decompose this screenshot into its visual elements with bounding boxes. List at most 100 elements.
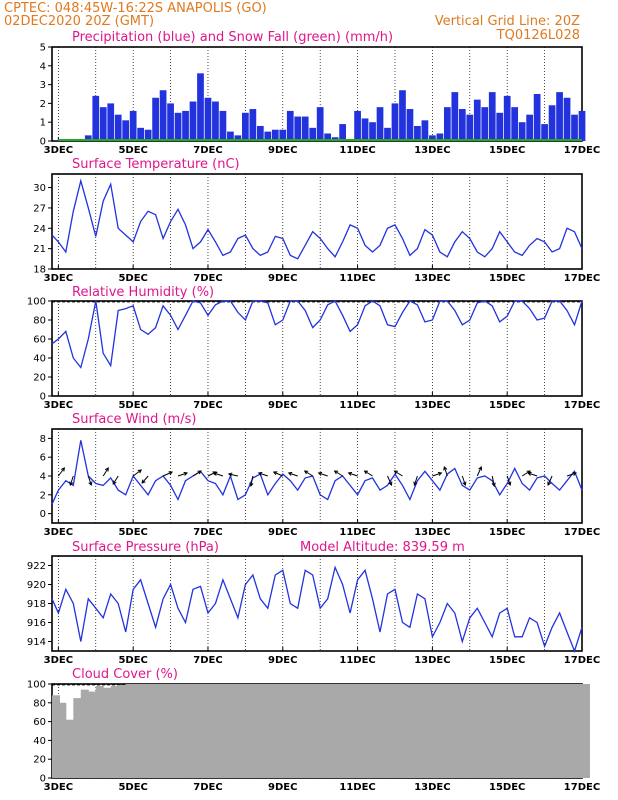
precip-bar [129,110,137,141]
cloud-bar [193,684,201,778]
wind-arrow-shaft [192,470,202,477]
cloud-bar [484,684,493,778]
temperature-x-tick-label: 15DEC [489,273,525,284]
cloud-x-tick-label: 5DEC [118,782,147,793]
temperature-x-tick-label: 5DEC [118,273,147,284]
cloud-bar [88,691,97,778]
cloud-bar [477,684,486,778]
cloud-bar [424,684,433,778]
cloud-bar [582,684,590,778]
wind-arrow-shaft [527,472,538,477]
cloud-y-tick-label: 80 [33,698,46,709]
pressure-x-tick-label: 11DEC [339,655,375,666]
wind-arrow [491,475,496,488]
wind-arrow [227,472,239,477]
humidity-x-tick-label: 13DEC [414,400,450,411]
cloud-x-tick-label: 3DEC [44,782,73,793]
wind-arrow-shaft [387,475,392,486]
wind-arrow-shaft [87,475,92,486]
wind-arrow-head [527,471,532,476]
cloud-bar [402,684,411,778]
precip-bar [99,107,107,141]
wind-arrow [192,470,202,477]
wind-arrow [387,475,393,486]
wind-arrow [112,475,119,485]
wind-x-tick-label: 3DEC [44,527,73,538]
wind-arrow-head [478,466,483,471]
precip-bar [227,131,234,141]
wind-arrow [162,471,174,477]
temperature-title: Surface Temperature (nC) [72,157,240,172]
cloud-bar [252,684,261,778]
precip-bar [391,103,399,141]
cloud-bar [387,684,396,778]
wind-y-tick-label: 2 [40,490,46,501]
wind-panel: 0 2 4 6 8 3DEC 5DEC 7DEC 9DEC 11DEC 13DEC 15DEC 17DE… [40,428,600,538]
cloud-bar [447,684,456,778]
cloud-bar [544,684,553,778]
precip-bar [369,122,376,141]
humidity-y-tick-label: 80 [33,316,46,327]
wind-arrow-shaft [250,475,254,487]
wind-arrow-head [287,471,293,476]
pressure-y-tick-label: 916 [27,618,46,629]
temperature-panel: 18 21 24 27 30 3DEC 5DEC 7DEC 9DEC 11DEC 13DEC 15DE… [33,173,600,284]
cloud-bar [409,684,418,778]
precip-bar [114,114,122,141]
wind-x-tick-label: 7DEC [193,527,222,538]
wind-arrow-shaft [132,469,142,477]
cloud-x-tick-label: 17DEC [564,782,600,793]
cloud-bar [73,698,82,778]
humidity-x-tick-label: 17DEC [564,400,600,411]
cloud-bar [432,684,441,778]
wind-arrow-head [303,470,309,475]
wind-arrow-head [272,471,278,476]
cloud-bar [574,684,583,778]
precip-bar [541,124,548,141]
precip-bar [264,131,272,141]
precip-bar [271,129,279,141]
wind-arrow-head [393,470,398,475]
precip-bar [197,73,204,141]
wind-arrow-shaft [394,470,403,477]
cloud-bar [357,684,366,778]
pressure-x-tick-label: 15DEC [489,655,525,666]
wind-y-tick-label: 0 [40,509,46,520]
wind-arrow-shaft [288,472,298,477]
chart-panels: 0 1 2 3 4 5 3DEC 5DEC 7DEC 9DEC 11DEC 13DEC 15DEC 17D… [27,43,600,794]
precip-bar [578,110,586,141]
wind-x-tick-label: 9DEC [268,527,297,538]
wind-arrow [363,470,373,477]
pressure-x-tick-label: 5DEC [118,655,147,666]
cloud-bar [312,684,321,778]
wind-arrow-head [257,471,263,476]
precip-bar [279,129,287,141]
cloud-bar [372,684,381,778]
wind-arrow [393,470,403,477]
cloud-y-tick-label: 0 [40,774,46,785]
cloud-bar [260,684,269,778]
precip-bar [92,95,100,141]
precip-bar [443,107,451,141]
wind-arrow-shaft [413,475,418,486]
wind-arrow-head [437,471,443,476]
precip-bar [256,125,264,141]
cloud-bar [439,684,448,778]
cloud-bar [282,684,291,778]
precip-bar [174,112,182,141]
wind-arrow-head [491,482,496,488]
wind-arrow [347,471,358,477]
cloud-bar [394,684,403,778]
precip-y-tick-label: 4 [40,61,46,72]
cloud-panel: 0 20 40 60 80 100 3DEC 5DEC 7DEC 9DEC 11DEC 13DEC 15… [27,680,600,794]
precip-bar [144,129,152,141]
cloud-bar [335,684,344,778]
precip-bar [399,90,406,141]
wind-arrow [333,470,343,477]
wind-arrow-head [388,481,393,486]
precip-y-tick-label: 1 [40,118,46,129]
cloud-x-tick-label: 15DEC [489,782,525,793]
precip-bar [182,110,189,141]
precip-bar [324,133,332,141]
